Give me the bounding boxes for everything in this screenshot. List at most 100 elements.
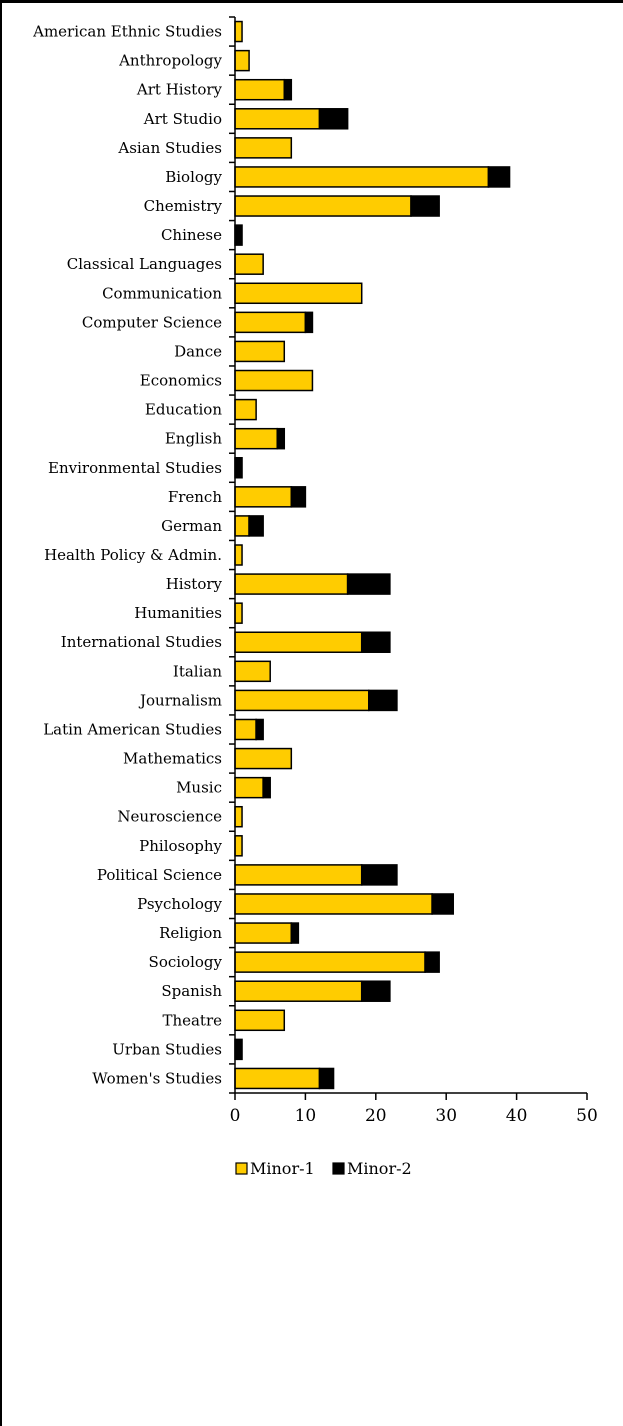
- x-tick-label: 0: [230, 1106, 241, 1126]
- category-label: Biology: [165, 168, 222, 186]
- bar-psychology-minor-1: [234, 893, 433, 915]
- bar-latin-american-studies-minor-2: [255, 718, 264, 741]
- bar-computer-science-minor-1: [234, 311, 307, 334]
- category-label: Neuroscience: [117, 808, 222, 826]
- bar-biology-minor-2: [487, 166, 511, 188]
- x-tick-label: 30: [435, 1106, 457, 1126]
- category-label: International Studies: [61, 633, 222, 651]
- bar-dance-minor-1: [234, 340, 286, 363]
- category-label: History: [166, 575, 223, 593]
- category-label: Psychology: [137, 895, 222, 913]
- category-label: Chinese: [161, 226, 222, 244]
- category-label: Art Studio: [143, 110, 222, 128]
- bar-international-studies-minor-2: [360, 631, 391, 653]
- bar-french-minor-1: [234, 486, 293, 508]
- bar-economics-minor-1: [234, 369, 314, 392]
- bar-international-studies-minor-1: [234, 631, 363, 653]
- axes-group: 0 10 20 30 40 50: [229, 16, 598, 1126]
- bar-music-minor-1: [234, 776, 264, 799]
- bar-chemistry-minor-1: [234, 195, 412, 217]
- category-label: Chemistry: [144, 197, 223, 215]
- bar-journalism-minor-2: [368, 689, 398, 712]
- bar-mathematics-minor-1: [234, 747, 293, 770]
- bar-education-minor-1: [234, 398, 257, 421]
- bar-spanish-minor-1: [234, 980, 363, 1002]
- bar-english-minor-1: [234, 427, 278, 450]
- bar-art-studio-minor-2: [318, 108, 349, 130]
- category-label: German: [161, 517, 222, 535]
- bar-sociology-minor-1: [234, 951, 426, 973]
- bar-journalism-minor-1: [234, 689, 370, 712]
- bar-humanities-minor-1: [234, 602, 243, 624]
- category-label: Philosophy: [139, 837, 222, 855]
- bar-communication-minor-1: [234, 282, 363, 305]
- legend-swatch-minor-2: [332, 1162, 345, 1175]
- category-label: Latin American Studies: [43, 720, 222, 738]
- category-label: Political Science: [97, 866, 222, 884]
- category-label: Theatre: [162, 1011, 222, 1029]
- category-label: Humanities: [134, 604, 222, 622]
- bar-german-minor-2: [248, 515, 264, 537]
- bar-art-history-minor-2: [283, 78, 293, 101]
- bar-french-minor-2: [290, 486, 307, 508]
- category-label: American Ethnic Studies: [32, 23, 222, 41]
- bar-history-minor-1: [234, 573, 349, 595]
- category-label: Computer Science: [82, 313, 222, 331]
- bar-health-policy-admin-minor-1: [234, 544, 243, 566]
- legend-swatch-minor-1: [235, 1162, 248, 1175]
- category-label: Health Policy & Admin.: [44, 546, 222, 564]
- category-label: Education: [145, 401, 222, 419]
- x-tick-label: 20: [365, 1106, 387, 1126]
- bar-asian-studies-minor-1: [234, 137, 293, 159]
- bar-philosophy-minor-1: [234, 835, 243, 857]
- bar-history-minor-2: [346, 573, 391, 595]
- category-label: Art History: [136, 81, 223, 99]
- bar-american-ethnic-studies-minor-1: [234, 20, 243, 43]
- bar-chinese-minor-2: [234, 224, 243, 246]
- category-label: English: [165, 430, 223, 448]
- bars-group: [234, 20, 511, 1090]
- x-tick-label: 10: [295, 1106, 317, 1126]
- bar-environmental-studies-minor-2: [234, 457, 243, 479]
- category-label: Urban Studies: [112, 1040, 222, 1058]
- category-labels-group: American Ethnic Studies Anthropology Art H…: [32, 23, 222, 1088]
- category-label: Asian Studies: [117, 139, 222, 157]
- x-tick-label: 40: [506, 1106, 528, 1126]
- category-label: Economics: [140, 372, 222, 390]
- category-label: Italian: [173, 662, 222, 680]
- bar-neuroscience-minor-1: [234, 805, 243, 828]
- category-label: Journalism: [138, 691, 222, 709]
- bar-latin-american-studies-minor-1: [234, 718, 257, 741]
- bar-italian-minor-1: [234, 660, 271, 683]
- bar-women-s-studies-minor-2: [318, 1067, 335, 1090]
- bar-music-minor-2: [262, 776, 271, 799]
- category-label: French: [168, 488, 223, 506]
- bar-art-history-minor-1: [234, 78, 286, 101]
- bar-chemistry-minor-2: [410, 195, 440, 217]
- bar-biology-minor-1: [234, 166, 490, 188]
- bar-urban-studies-minor-2: [234, 1038, 243, 1061]
- bar-theatre-minor-1: [234, 1009, 286, 1032]
- bar-art-studio-minor-1: [234, 108, 321, 130]
- bar-political-science-minor-2: [360, 864, 398, 886]
- bar-religion-minor-2: [290, 922, 300, 944]
- bar-classical-languages-minor-1: [234, 253, 264, 275]
- bar-sociology-minor-2: [424, 951, 440, 973]
- bar-anthropology-minor-1: [234, 49, 250, 72]
- bar-english-minor-2: [276, 427, 286, 450]
- category-label: Dance: [174, 342, 222, 360]
- category-label: Religion: [159, 924, 222, 942]
- bar-spanish-minor-2: [360, 980, 391, 1002]
- legend-label-minor-1: Minor-1: [250, 1159, 315, 1178]
- category-label: Women's Studies: [92, 1069, 222, 1087]
- bar-german-minor-1: [234, 515, 250, 537]
- category-label: Mathematics: [123, 750, 222, 768]
- category-label: Anthropology: [118, 52, 222, 70]
- bar-religion-minor-1: [234, 922, 293, 944]
- category-label: Sociology: [149, 953, 223, 971]
- category-label: Spanish: [161, 982, 222, 1000]
- legend-label-minor-2: Minor-2: [347, 1159, 412, 1178]
- category-label: Classical Languages: [67, 255, 222, 273]
